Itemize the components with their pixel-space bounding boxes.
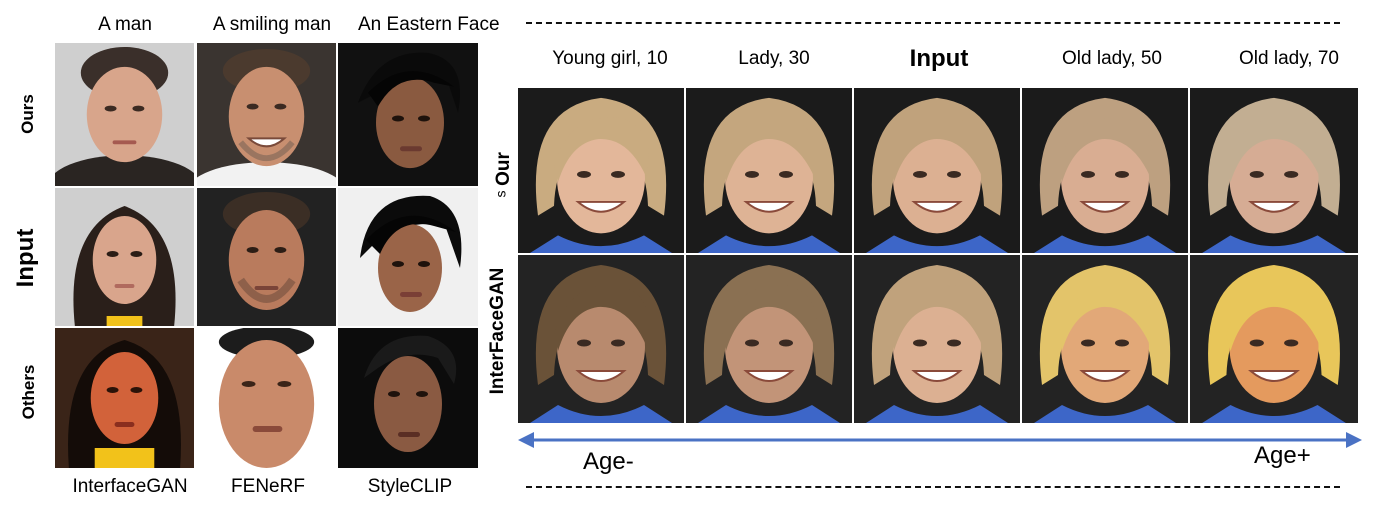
age-minus-label: Age- <box>583 448 634 475</box>
face-interfacegan-age-3 <box>854 255 1020 423</box>
right-header-old-lady-50: Old lady, 50 <box>1062 48 1162 69</box>
face-input-eastern-woman <box>338 188 478 326</box>
arrow-left-icon <box>518 432 534 448</box>
right-header-input: Input <box>909 45 969 72</box>
face-interfacegan-age-1 <box>518 255 684 423</box>
face-ours-man <box>55 43 194 186</box>
face-input-woman <box>55 188 194 326</box>
top-dashed-divider <box>526 22 1340 24</box>
left-footer-fenerf: FENeRF <box>231 476 305 497</box>
age-plus-label: Age+ <box>1254 442 1311 469</box>
left-row-label-input: Input <box>12 228 39 288</box>
face-ours-age-1 <box>518 88 684 253</box>
left-footer-interfacegan: InterfaceGAN <box>72 476 188 497</box>
right-header-lady-30: Lady, 30 <box>738 48 810 69</box>
right-header-old-lady-70: Old lady, 70 <box>1239 48 1339 69</box>
age-axis <box>518 428 1362 452</box>
face-ours-eastern-face <box>338 43 478 186</box>
right-row-label-fragment: s <box>492 190 509 198</box>
bottom-dashed-divider <box>526 486 1340 488</box>
left-header-eastern-face: An Eastern Face <box>358 14 500 35</box>
face-input-man <box>197 188 336 326</box>
face-others-fenerf <box>197 328 336 468</box>
left-footer-styleclip: StyleCLIP <box>367 476 453 497</box>
right-row-label-interfacegan: InterFaceGAN <box>487 267 508 395</box>
face-ours-age-5 <box>1190 88 1358 253</box>
arrow-right-icon <box>1346 432 1362 448</box>
face-ours-age-3 <box>854 88 1020 253</box>
face-others-styleclip <box>338 328 478 468</box>
right-header-young-girl: Young girl, 10 <box>552 48 668 69</box>
face-ours-smiling-man <box>197 43 336 186</box>
face-interfacegan-age-5 <box>1190 255 1358 423</box>
left-header-a-man: A man <box>98 14 152 35</box>
left-row-label-ours: Ours <box>18 94 37 134</box>
face-ours-age-2 <box>686 88 852 253</box>
face-ours-age-4 <box>1022 88 1188 253</box>
face-interfacegan-age-2 <box>686 255 852 423</box>
left-header-smiling-man: A smiling man <box>212 14 332 35</box>
face-interfacegan-age-4 <box>1022 255 1188 423</box>
face-others-interfacegan <box>55 328 194 468</box>
left-row-label-others: Others <box>19 364 38 420</box>
